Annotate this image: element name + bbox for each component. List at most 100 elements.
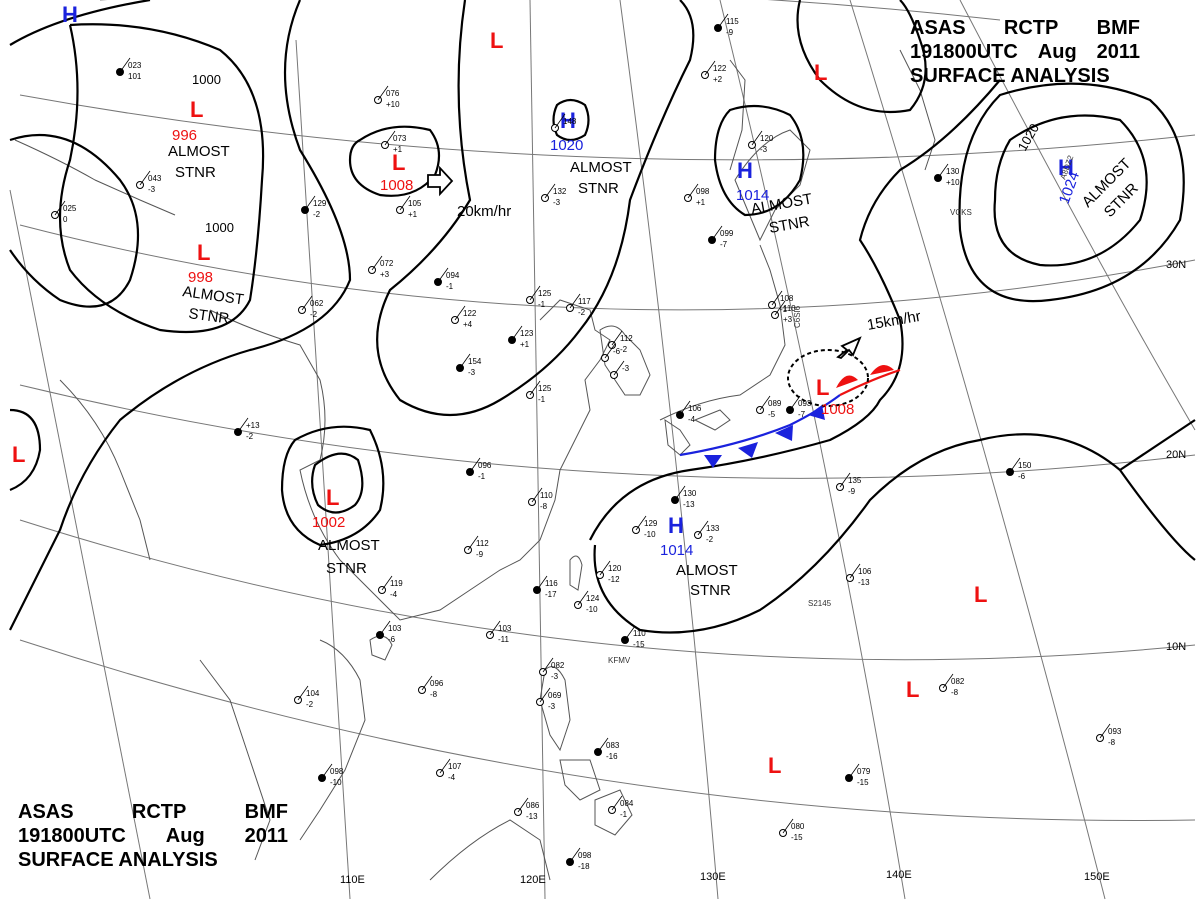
station-pressure: 098 <box>696 187 710 196</box>
low-symbol: L <box>12 442 25 467</box>
wind-barb-icon <box>384 130 396 146</box>
station-pressure: 119 <box>390 579 403 588</box>
station-plot: 043-3 <box>136 170 162 194</box>
station-id: C6SI6 <box>793 305 802 328</box>
station-tendency: -13 <box>526 812 538 821</box>
station-pressure: 105 <box>408 199 422 208</box>
station-tendency: -3 <box>551 672 559 681</box>
station-pressure: 116 <box>545 579 558 588</box>
station-plot: 098+1 <box>684 183 710 207</box>
wind-barb-icon <box>569 847 581 863</box>
low-value: 1008 <box>821 401 854 418</box>
station-tendency: -9 <box>476 550 484 559</box>
station-tendency: -1 <box>478 472 486 481</box>
isobar-pacific-high-1020 <box>993 114 1148 267</box>
taiwan <box>569 555 583 591</box>
station-tendency: -9 <box>726 28 734 37</box>
station-pressure: 082 <box>951 677 965 686</box>
warm-front-line <box>839 368 901 396</box>
stnr-label: STNR <box>690 582 731 599</box>
station-pressure: 120 <box>608 564 622 573</box>
speed-label-west: 20km/hr <box>457 203 511 220</box>
station-pressure: 117 <box>578 297 591 306</box>
wind-barb-icon <box>782 818 794 834</box>
lat-label-20n: 20N <box>1166 449 1186 461</box>
wind-barb-icon <box>54 200 66 216</box>
wind-barb-icon <box>536 575 548 591</box>
wind-barb-icon <box>942 673 954 689</box>
station-tendency: -2 <box>578 308 586 317</box>
station-tendency: -2 <box>306 700 314 709</box>
low-forecast-circle <box>787 349 869 407</box>
station-plot: 098-10 <box>318 763 344 787</box>
lon-label-130e: 130E <box>700 871 726 883</box>
wind-barb-icon <box>1099 723 1111 739</box>
lon-label-150e: 150E <box>1084 871 1110 883</box>
station-plot: 062-2 <box>298 295 324 319</box>
header-line-2: 191800UTC Aug 2011 <box>910 40 1140 64</box>
movement-arrows <box>427 165 862 360</box>
station-tendency: -3 <box>553 198 561 207</box>
isobar-top-left-band <box>9 0 151 46</box>
station-tendency: +4 <box>463 320 473 329</box>
station-pressure: 132 <box>553 187 567 196</box>
warm-front-semicircle <box>870 365 894 375</box>
station-pressure: 110 <box>633 629 646 638</box>
low-symbol: L <box>326 485 339 510</box>
station-pressure: 098 <box>330 767 344 776</box>
wind-barb-icon <box>539 687 551 703</box>
wind-barb-icon <box>611 330 623 346</box>
station-pressure: 072 <box>380 259 394 268</box>
wind-barb-icon <box>789 395 801 411</box>
station-tendency: +10 <box>386 100 400 109</box>
station-pressure: 062 <box>310 299 324 308</box>
wind-barb-icon <box>569 293 581 309</box>
luzon <box>539 666 571 752</box>
station-plot: 120-12 <box>596 560 622 584</box>
station-tendency: 101 <box>128 72 142 81</box>
station-pressure: 123 <box>520 329 534 338</box>
stnr-label: STNR <box>187 305 230 328</box>
station-tendency: -3 <box>548 702 556 711</box>
isobar-south-asia-low <box>58 23 265 334</box>
stnr-label: STNR <box>578 180 619 197</box>
arrow-northeast-icon <box>836 336 862 360</box>
wind-barb-icon <box>697 520 709 536</box>
station-pressure: 107 <box>448 762 462 771</box>
station-pressure: 043 <box>148 174 162 183</box>
station-plot: 082-8 <box>939 673 965 697</box>
station-plot: 110-8 <box>528 487 553 511</box>
isobar-east-china-ridge <box>376 0 695 416</box>
wind-barb-icon <box>517 797 529 813</box>
station-plot: 115-9 <box>714 13 739 37</box>
graticule <box>9 0 1196 900</box>
station-tendency: -3 <box>760 145 768 154</box>
wind-barb-icon <box>849 563 861 579</box>
meridian-100e <box>9 189 151 900</box>
station-pressure: 083 <box>606 741 620 750</box>
header-month: Aug <box>1037 41 1077 63</box>
wind-barb-icon <box>377 85 389 101</box>
station-pressure: 154 <box>468 357 482 366</box>
station-plot: 099-7 <box>708 225 734 249</box>
wind-barb-icon <box>704 60 716 76</box>
station-plot: 106-4 <box>676 400 702 424</box>
almost-label: ALMOST <box>318 537 380 554</box>
station-plot: 096-1 <box>466 457 492 481</box>
station-plot: 116-17 <box>533 575 558 599</box>
wind-barb-icon <box>439 758 451 774</box>
station-plot: 093-7 <box>786 395 812 419</box>
japan-shikoku <box>693 409 731 431</box>
wind-barb-icon <box>139 170 151 186</box>
map-header-top: ASAS RCTP BMF 191800UTC Aug 2011 SURFACE… <box>910 16 1140 88</box>
cold-front-triangle <box>704 455 722 468</box>
low-symbol: L <box>814 60 827 85</box>
wind-barb-icon <box>542 657 554 673</box>
station-pressure: 130 <box>946 167 960 176</box>
station-tendency: -2 <box>706 535 714 544</box>
station-pressure: 103 <box>498 624 512 633</box>
station-tendency: -8 <box>540 502 548 511</box>
low-value: 998 <box>188 269 213 286</box>
station-plot: 129-10 <box>632 515 658 539</box>
